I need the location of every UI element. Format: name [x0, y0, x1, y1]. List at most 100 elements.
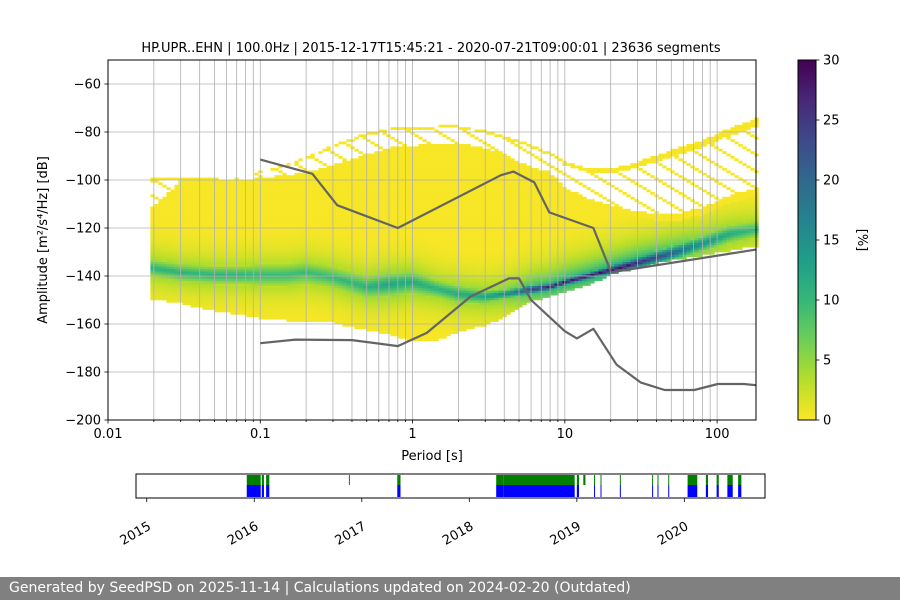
- heatmap-cell: [190, 177, 195, 181]
- heatmap-cell: [230, 213, 235, 217]
- heatmap-cell: [362, 273, 367, 277]
- heatmap-cell: [270, 187, 275, 190]
- heatmap-cell: [334, 276, 339, 279]
- heatmap-cell: [254, 216, 259, 219]
- heatmap-cell: [282, 292, 287, 296]
- heatmap-cell: [434, 302, 439, 306]
- heatmap-cell: [298, 307, 303, 310]
- heatmap-cell: [162, 264, 167, 267]
- heatmap-cell: [186, 259, 191, 262]
- heatmap-cell: [382, 163, 387, 166]
- heatmap-cell: [266, 192, 271, 195]
- heatmap-cell: [418, 232, 423, 236]
- heatmap-cell: [230, 199, 235, 202]
- heatmap-cell: [194, 184, 199, 188]
- heatmap-cell: [434, 319, 439, 322]
- heatmap-cell: [422, 338, 427, 342]
- heatmap-cell: [218, 252, 223, 255]
- heatmap-cell: [210, 220, 215, 224]
- heatmap-cell: [362, 249, 367, 253]
- heatmap-cell: [358, 177, 363, 181]
- heatmap-cell: [198, 228, 203, 231]
- heatmap-cell: [398, 168, 403, 171]
- heatmap-cell: [198, 264, 203, 267]
- heatmap-cell: [322, 232, 327, 236]
- heatmap-cell: [198, 192, 203, 195]
- heatmap-cell: [262, 259, 267, 262]
- heatmap-cell: [434, 271, 439, 274]
- heatmap-cell: [254, 268, 259, 272]
- heatmap-cell: [286, 175, 291, 178]
- heatmap-cell: [206, 278, 211, 282]
- heatmap-cell: [370, 244, 375, 248]
- heatmap-cell: [358, 160, 363, 164]
- heatmap-cell: [398, 216, 403, 219]
- heatmap-cell: [246, 309, 251, 313]
- heatmap-cell: [398, 199, 403, 202]
- heatmap-cell: [374, 254, 379, 258]
- heatmap-cell: [246, 194, 251, 198]
- heatmap-cell: [386, 216, 391, 219]
- heatmap-cell: [290, 206, 295, 210]
- heatmap-cell: [290, 302, 295, 306]
- heatmap-cell: [242, 225, 247, 229]
- heatmap-cell: [186, 230, 191, 234]
- heatmap-cell: [298, 192, 303, 195]
- heatmap-cell: [426, 247, 431, 250]
- heatmap-cell: [242, 240, 247, 243]
- heatmap-cell: [402, 266, 407, 270]
- heatmap-cell: [198, 199, 203, 202]
- heatmap-cell: [390, 319, 395, 322]
- heatmap-cell: [390, 170, 395, 174]
- heatmap-cell: [386, 259, 391, 262]
- heatmap-cell: [190, 220, 195, 224]
- heatmap-cell: [366, 206, 371, 210]
- heatmap-cell: [154, 256, 159, 260]
- heatmap-cell: [290, 319, 295, 322]
- heatmap-cell: [398, 288, 403, 291]
- heatmap-cell: [454, 292, 459, 296]
- heatmap-cell: [202, 268, 207, 272]
- heatmap-cell: [186, 244, 191, 248]
- heatmap-cell: [346, 194, 351, 198]
- heatmap-cell: [454, 324, 459, 327]
- heatmap-cell: [366, 230, 371, 234]
- heatmap-cell: [274, 254, 279, 258]
- heatmap-cell: [282, 208, 287, 212]
- heatmap-cell: [274, 225, 279, 229]
- heatmap-cell: [434, 321, 439, 325]
- heatmap-cell: [154, 252, 159, 255]
- heatmap-cell: [190, 280, 195, 284]
- heatmap-cell: [346, 223, 351, 226]
- heatmap-cell: [402, 201, 407, 205]
- heatmap-cell: [378, 129, 383, 133]
- heatmap-cell: [346, 177, 351, 181]
- heatmap-cell: [254, 204, 259, 207]
- heatmap-cell: [262, 288, 267, 291]
- heatmap-cell: [194, 244, 199, 248]
- heatmap-cell: [442, 254, 447, 258]
- heatmap-cell: [358, 237, 363, 241]
- heatmap-cell: [438, 302, 443, 306]
- heatmap-cell: [162, 266, 167, 270]
- heatmap-cell: [210, 232, 215, 236]
- heatmap-cell: [250, 280, 255, 284]
- heatmap-cell: [390, 300, 395, 303]
- heatmap-cell: [214, 225, 219, 229]
- heatmap-cell: [366, 273, 371, 277]
- heatmap-cell: [206, 213, 211, 217]
- heatmap-cell: [246, 223, 251, 226]
- heatmap-cell: [422, 328, 427, 332]
- heatmap-cell: [426, 228, 431, 231]
- heatmap-cell: [382, 319, 387, 322]
- heatmap-cell: [442, 184, 447, 188]
- heatmap-cell: [298, 225, 303, 229]
- heatmap-cell: [358, 218, 363, 222]
- heatmap-cell: [218, 295, 223, 298]
- heatmap-cell: [290, 192, 295, 195]
- heatmap-cell: [362, 189, 367, 193]
- heatmap-cell: [438, 180, 443, 183]
- heatmap-cell: [442, 199, 447, 202]
- heatmap-cell: [298, 314, 303, 318]
- heatmap-cell: [362, 264, 367, 267]
